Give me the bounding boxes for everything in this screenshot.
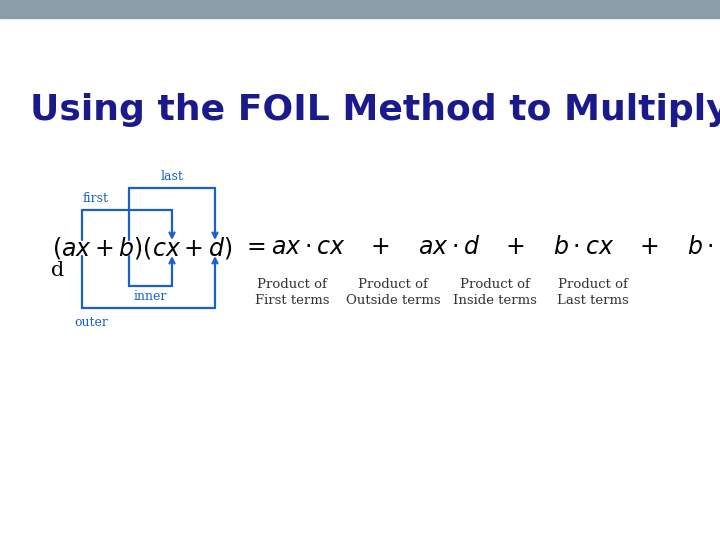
Text: First terms: First terms (255, 294, 329, 307)
Text: Using the FOIL Method to Multiply Binomials: Using the FOIL Method to Multiply Binomi… (30, 93, 720, 127)
Bar (0, 0, 720, 18)
Text: d: d (50, 260, 64, 280)
Text: Product of: Product of (257, 278, 327, 291)
Text: first: first (83, 192, 109, 205)
Text: Product of: Product of (358, 278, 428, 291)
Text: $= ax \cdot cx \quad + \quad ax \cdot d \quad + \quad b \cdot cx \quad + \quad b: $= ax \cdot cx \quad + \quad ax \cdot d … (242, 237, 714, 260)
Text: last: last (161, 170, 184, 183)
Text: Product of: Product of (460, 278, 530, 291)
Text: outer: outer (74, 316, 108, 329)
Text: inner: inner (134, 290, 167, 303)
Text: Inside terms: Inside terms (453, 294, 537, 307)
Text: Outside terms: Outside terms (346, 294, 441, 307)
Text: Product of: Product of (558, 278, 628, 291)
Text: $(ax + b)(cx + d)$: $(ax + b)(cx + d)$ (52, 235, 232, 261)
Text: Last terms: Last terms (557, 294, 629, 307)
